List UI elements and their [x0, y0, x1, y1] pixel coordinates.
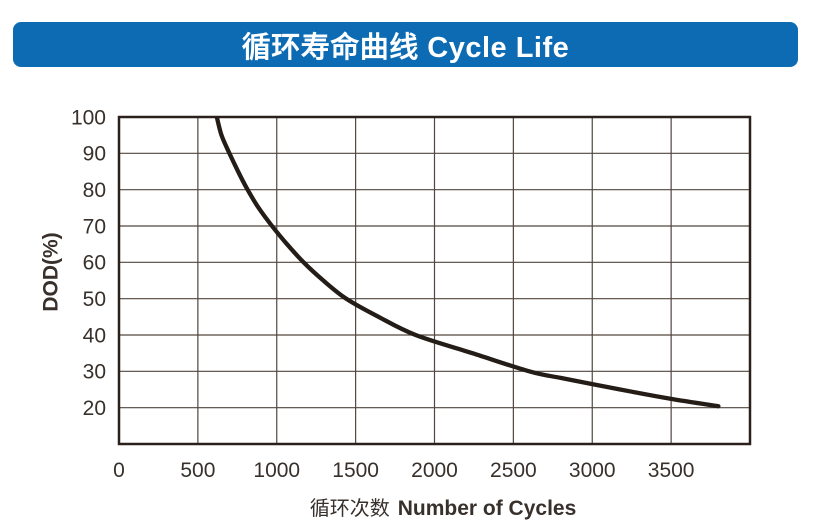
y-tick-label: 90: [83, 143, 106, 166]
y-tick-label: 30: [83, 361, 106, 384]
x-axis-title-en: Number of Cycles: [398, 497, 577, 520]
y-axis-title: DOD(%): [39, 232, 62, 311]
x-tick-label: 2000: [411, 459, 458, 482]
plot-border: [117, 115, 752, 446]
x-axis-title: 循环次数 Number of Cycles: [310, 497, 577, 520]
x-tick-label: 2500: [490, 459, 537, 482]
x-tick-label: 1500: [332, 459, 379, 482]
y-tick-label: 60: [83, 252, 106, 275]
x-tick-label: 3500: [648, 459, 695, 482]
page-title: 循环寿命曲线 Cycle Life: [241, 31, 570, 64]
x-tick-label: 3000: [569, 459, 616, 482]
x-tick-label: 1000: [253, 459, 300, 482]
y-tick-label: 100: [71, 106, 106, 129]
y-tick-label: 20: [83, 397, 106, 420]
y-tick-label: 80: [83, 179, 106, 202]
cycle-life-curve: [214, 117, 721, 409]
x-tick-label: 0: [113, 459, 125, 482]
x-axis-title-cn: 循环次数: [310, 497, 390, 520]
title-banner: 循环寿命曲线 Cycle Life: [13, 22, 798, 67]
y-tick-label: 70: [83, 215, 106, 238]
y-tick-label: 40: [83, 324, 106, 347]
y-tick-label: 50: [83, 288, 106, 311]
x-tick-label: 500: [180, 459, 215, 482]
